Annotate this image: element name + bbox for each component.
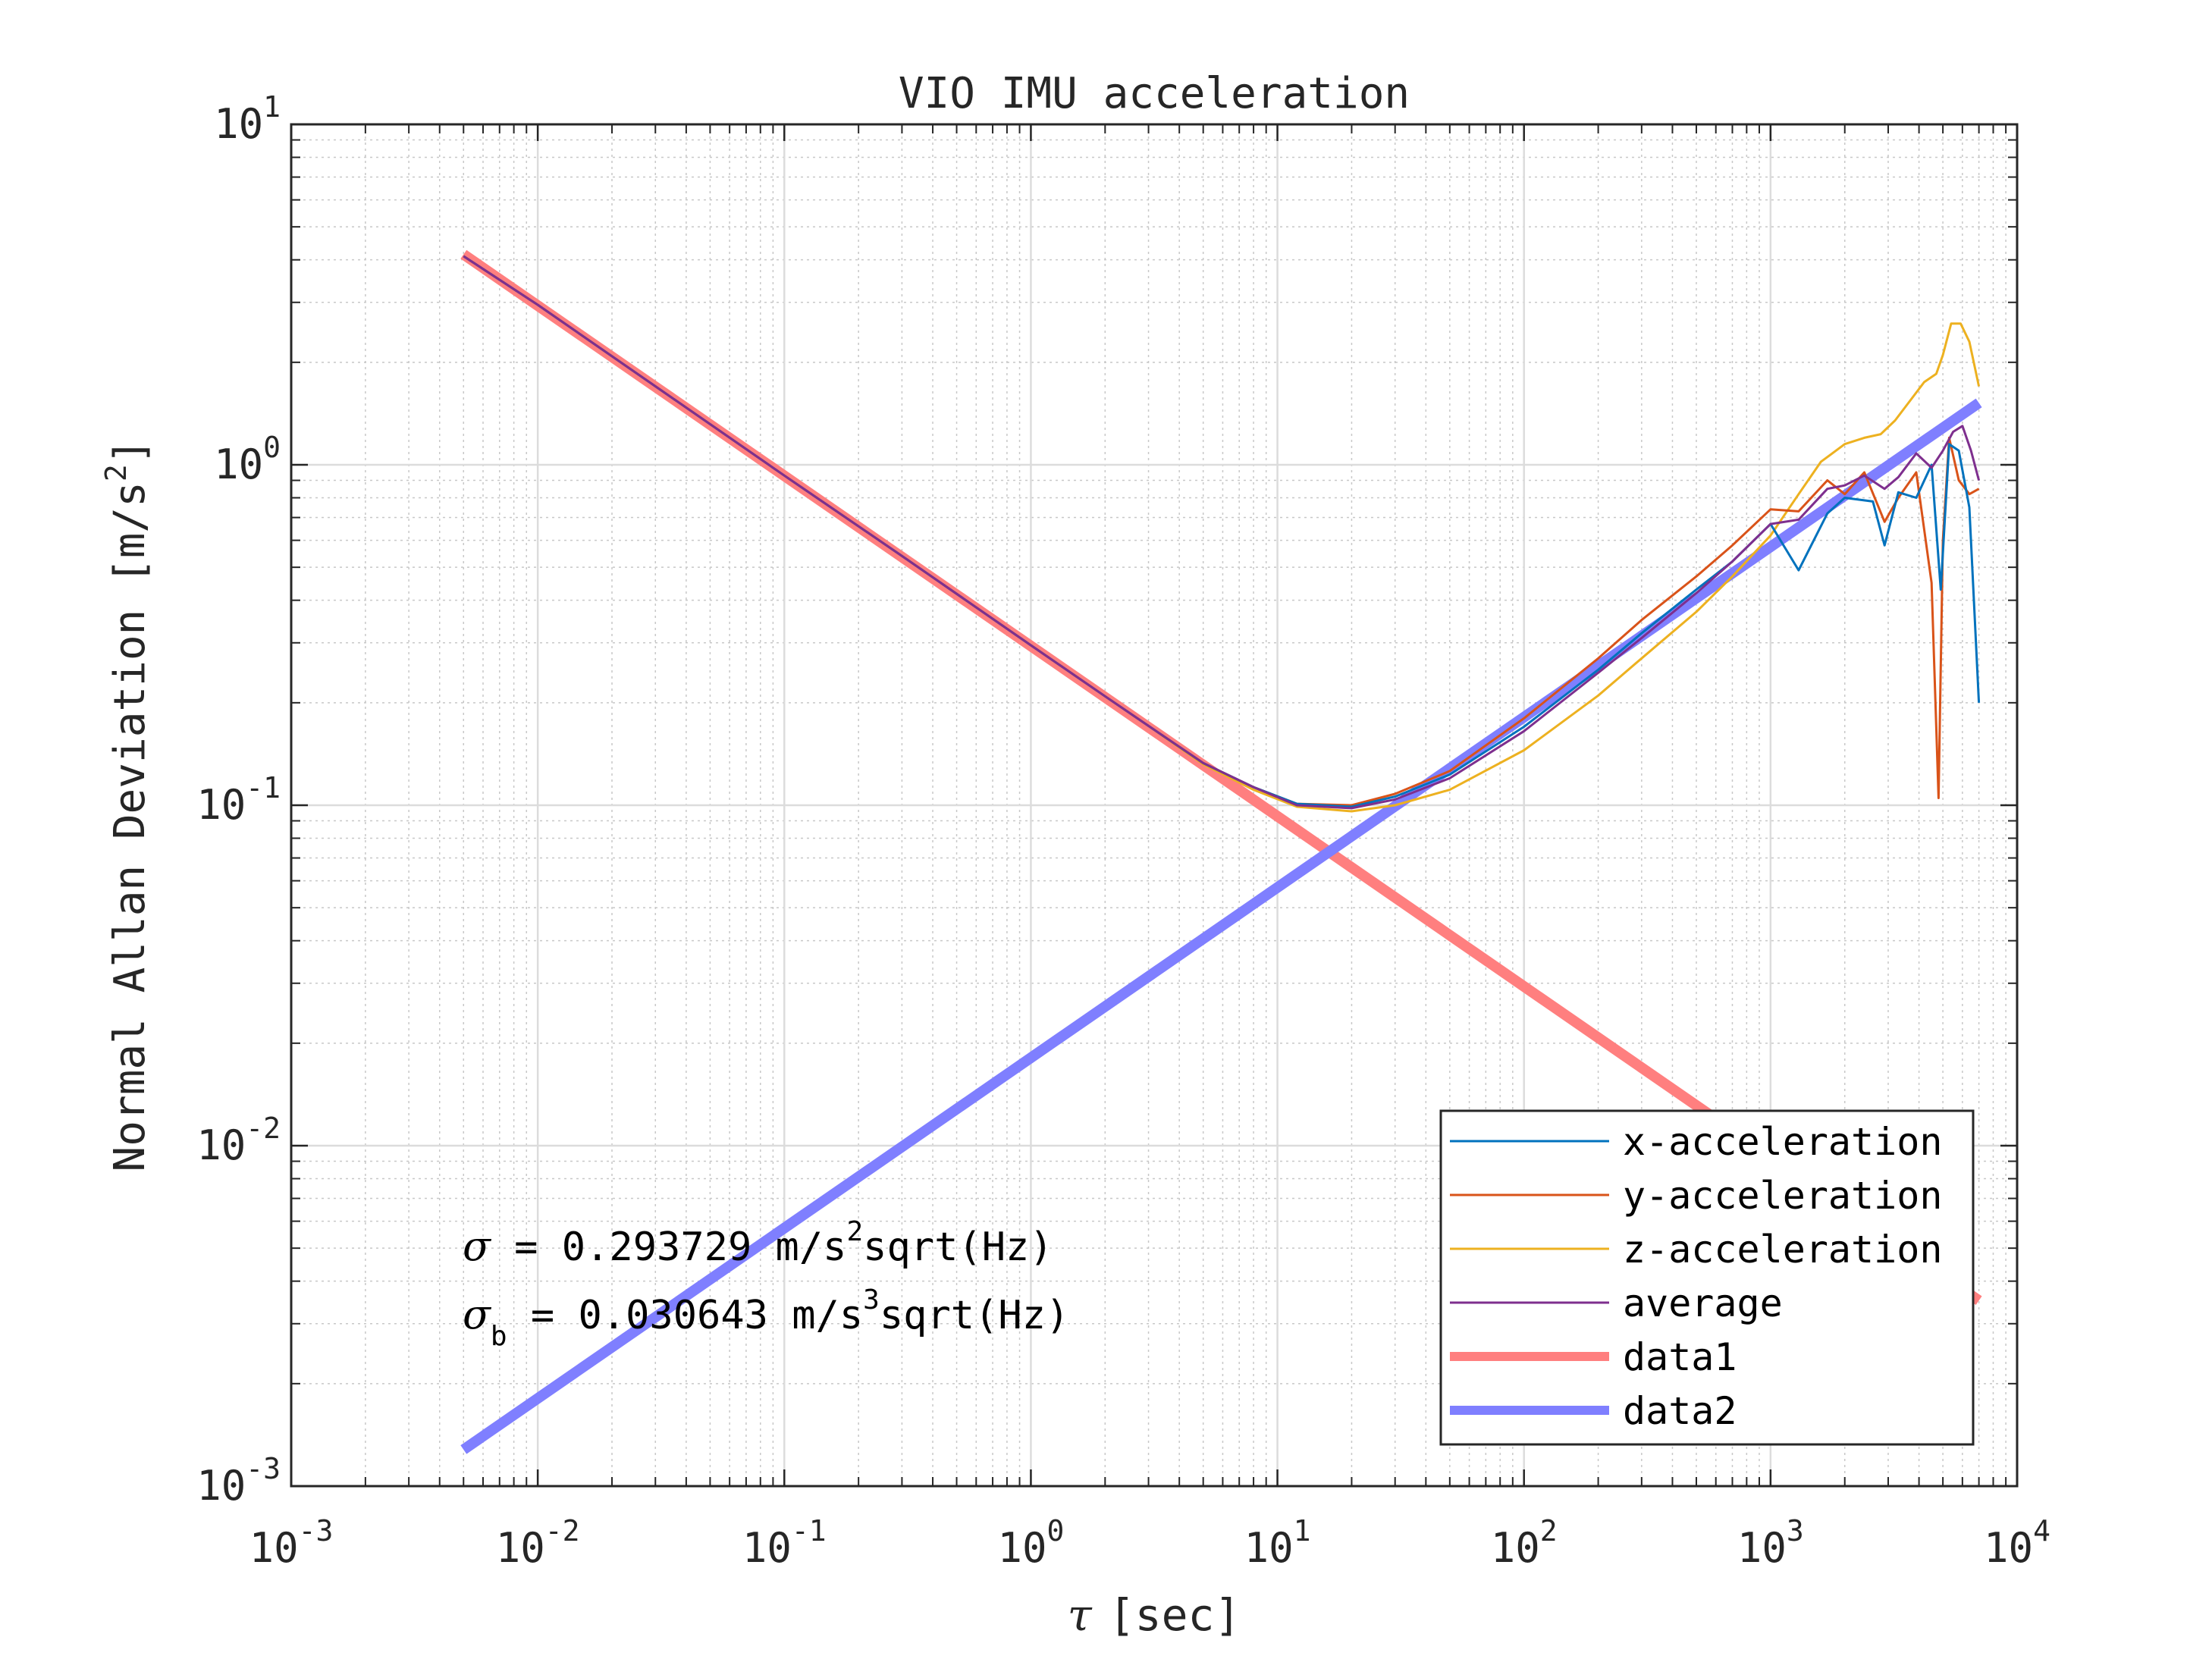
y-tick-label: 100: [214, 431, 281, 488]
y-tick-label: 10-2: [196, 1112, 281, 1169]
legend-box: [1439, 1109, 1975, 1446]
y-tick-label: 10-1: [196, 771, 281, 829]
series-line-data2: [460, 398, 1982, 1454]
x-tick-label: 103: [1737, 1514, 1804, 1572]
sigma-b-unit-sup: 3: [863, 1284, 880, 1316]
legend-label-x-acceleration: x-acceleration: [1623, 1120, 1942, 1164]
x-axis-label-text: [sec]: [1109, 1589, 1241, 1641]
y-tick-label-base: 10: [214, 441, 263, 488]
x-tick-label-base: 10: [496, 1524, 545, 1572]
y-tick-label: 10-3: [196, 1452, 281, 1510]
x-axis-label-symbol: τ: [1068, 1589, 1093, 1641]
sigma-value: = 0.293729 m/s: [491, 1225, 847, 1270]
x-tick-label-base: 10: [249, 1524, 299, 1572]
x-tick-label-base: 10: [1984, 1524, 2033, 1572]
sigma-b-unit-tail: sqrt(Hz): [880, 1293, 1069, 1338]
y-tick-label-base: 10: [214, 100, 263, 148]
series-line-average: [463, 255, 1981, 810]
x-tick-label-exponent: 1: [1294, 1514, 1311, 1548]
y-tick-label-exponent: -2: [246, 1112, 281, 1145]
legend-items: x-acceleration y-acceleration z-accelerati…: [1450, 1120, 1942, 1433]
y-axis-label-text: Normal Allan Deviation [m/s: [105, 481, 155, 1171]
sigma-unit-tail: sqrt(Hz): [863, 1225, 1053, 1270]
x-tick-label: 100: [997, 1514, 1064, 1572]
x-tick-label: 104: [1984, 1514, 2050, 1572]
x-tick-label-exponent: -2: [545, 1514, 580, 1548]
y-tick-label-exponent: 0: [263, 431, 281, 464]
legend-label-data1: data1: [1623, 1335, 1737, 1379]
x-tick-label-exponent: -1: [792, 1514, 827, 1548]
y-axis-label-end: ]: [105, 439, 155, 465]
y-tick-label-base: 10: [196, 781, 246, 829]
x-tick-label: 10-3: [249, 1514, 334, 1572]
x-tick-label-exponent: 0: [1046, 1514, 1064, 1548]
x-tick-label-exponent: 4: [2033, 1514, 2050, 1548]
x-tick-label-base: 10: [1491, 1524, 1540, 1572]
chart-title: VIO IMU acceleration: [899, 69, 1410, 118]
y-tick-label-exponent: -3: [246, 1452, 281, 1485]
x-tick-label: 10-2: [496, 1514, 580, 1572]
y-tick-label-base: 10: [196, 1121, 246, 1169]
x-tick-label: 101: [1244, 1514, 1311, 1572]
x-tick-label-base: 10: [997, 1524, 1046, 1572]
y-tick-label-exponent: 1: [263, 90, 281, 124]
legend-label-data2: data2: [1623, 1389, 1737, 1433]
y-tick-label-exponent: -1: [246, 771, 281, 804]
x-tick-labels: 10-3 10-2 10-1 100 101 102 103 104: [249, 1514, 2050, 1572]
x-axis-label: τ [sec]: [1068, 1589, 1241, 1641]
x-tick-label-base: 10: [1737, 1524, 1787, 1572]
sigma-b-symbol: σ: [463, 1291, 492, 1338]
y-tick-label-base: 10: [196, 1462, 246, 1510]
sigma-unit-sup: 2: [846, 1216, 863, 1247]
x-tick-label-base: 10: [1244, 1524, 1294, 1572]
x-tick-label-base: 10: [742, 1524, 792, 1572]
legend-label-y-acceleration: y-acceleration: [1623, 1174, 1942, 1218]
x-tick-label-exponent: 3: [1787, 1514, 1804, 1548]
sigma-b-annotation: σb = 0.030643 m/s3sqrt(Hz): [463, 1284, 1069, 1352]
x-tick-label: 102: [1491, 1514, 1558, 1572]
sigma-symbol: σ: [463, 1222, 492, 1270]
sigma-annotation: σ = 0.293729 m/s2sqrt(Hz): [463, 1216, 1053, 1270]
y-axis-label: Normal Allan Deviation [m/s2]: [99, 439, 155, 1172]
x-tick-label-exponent: 2: [1540, 1514, 1558, 1548]
legend-label-average: average: [1623, 1281, 1783, 1325]
y-axis-label-sup: 2: [99, 464, 133, 481]
x-tick-label: 10-1: [742, 1514, 827, 1572]
plot-axes-box: [290, 123, 2019, 1488]
sigma-b-subscript: b: [491, 1321, 507, 1352]
axis-ticks: [290, 123, 2019, 1488]
sigma-b-value: = 0.030643 m/s: [507, 1293, 864, 1338]
legend-label-z-acceleration: z-acceleration: [1623, 1228, 1942, 1272]
y-tick-label: 101: [214, 90, 281, 148]
x-tick-label-exponent: -3: [299, 1514, 334, 1548]
legend: x-acceleration y-acceleration z-accelerati…: [1439, 1109, 1975, 1446]
